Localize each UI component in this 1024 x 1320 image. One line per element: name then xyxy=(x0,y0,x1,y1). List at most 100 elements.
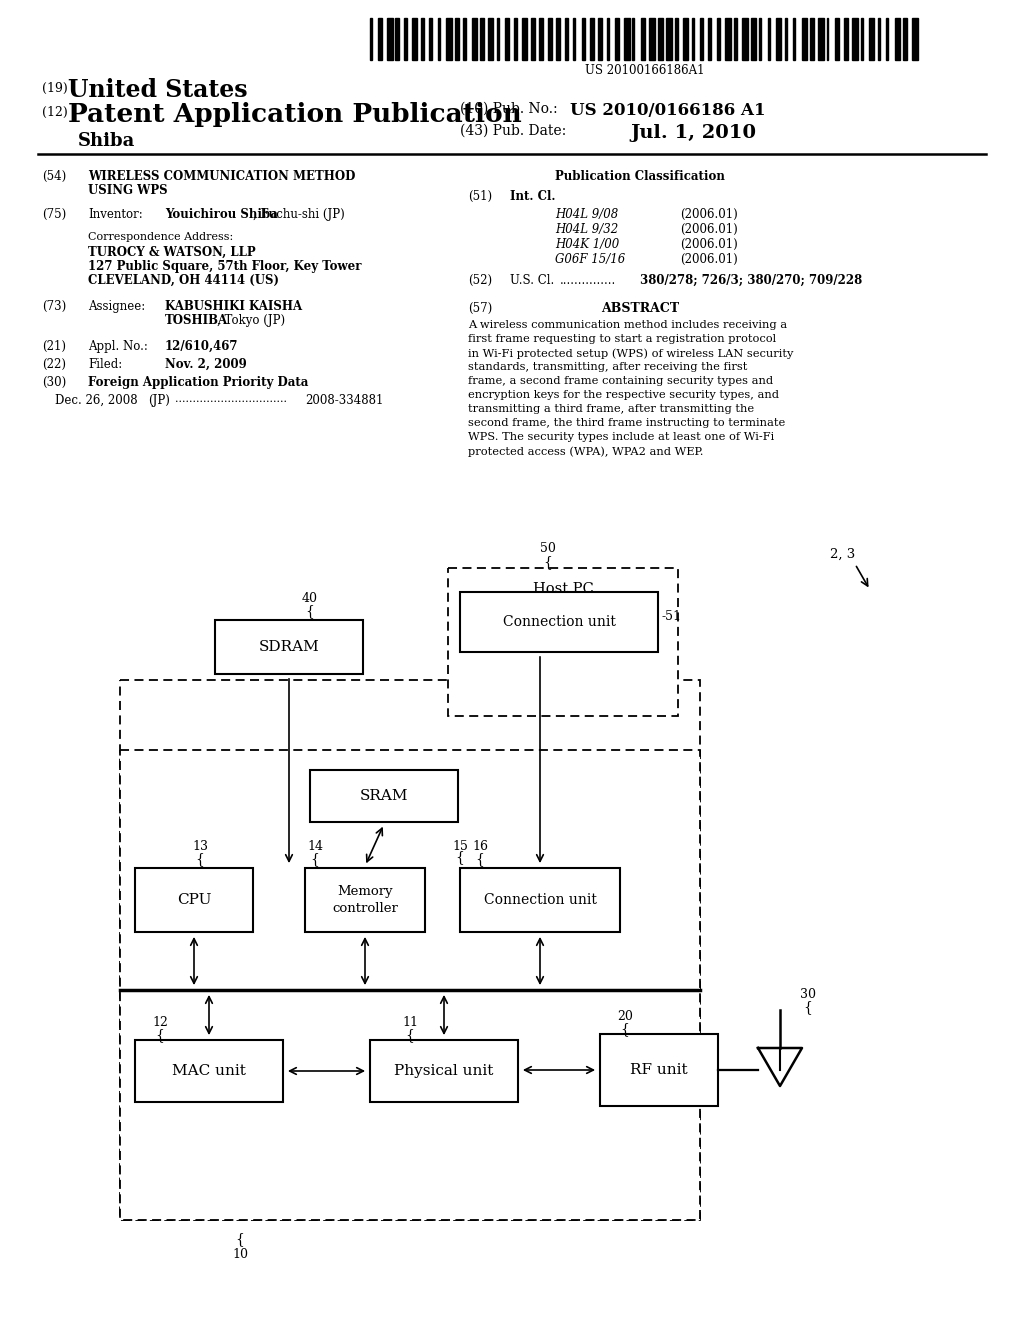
Bar xyxy=(802,18,807,59)
Bar xyxy=(429,18,432,59)
Text: 380/278; 726/3; 380/270; 709/228: 380/278; 726/3; 380/270; 709/228 xyxy=(640,275,862,286)
Text: Host PC: Host PC xyxy=(532,582,593,597)
Text: {: { xyxy=(456,850,465,865)
Text: (22): (22) xyxy=(42,358,66,371)
Text: United States: United States xyxy=(68,78,248,102)
Bar xyxy=(810,18,814,59)
Bar xyxy=(903,18,907,59)
Bar xyxy=(683,18,688,59)
Bar xyxy=(632,18,634,59)
Text: WPS. The security types include at least one of Wi-Fi: WPS. The security types include at least… xyxy=(468,432,774,442)
Bar xyxy=(395,18,399,59)
Text: 50: 50 xyxy=(540,543,556,554)
Bar xyxy=(598,18,602,59)
Text: Publication Classification: Publication Classification xyxy=(555,170,725,183)
Text: 2, 3: 2, 3 xyxy=(830,548,855,561)
Bar xyxy=(793,18,795,59)
Text: encryption keys for the respective security types, and: encryption keys for the respective secur… xyxy=(468,389,779,400)
Bar xyxy=(784,18,786,59)
Text: -51: -51 xyxy=(662,610,682,623)
Text: H04L 9/32: H04L 9/32 xyxy=(555,223,618,236)
Bar xyxy=(514,18,517,59)
Bar xyxy=(657,18,664,59)
Bar xyxy=(911,18,918,59)
Bar xyxy=(460,591,658,652)
Text: RF unit: RF unit xyxy=(630,1063,688,1077)
Text: CLEVELAND, OH 44114 (US): CLEVELAND, OH 44114 (US) xyxy=(88,275,279,286)
Bar xyxy=(717,18,721,59)
Bar xyxy=(624,18,630,59)
Text: 10: 10 xyxy=(232,1247,248,1261)
Bar xyxy=(540,18,543,59)
Bar xyxy=(215,620,362,675)
Text: Memory
controller: Memory controller xyxy=(332,884,398,915)
Bar xyxy=(370,1040,518,1102)
Bar xyxy=(768,18,770,59)
Text: U.S. Cl.: U.S. Cl. xyxy=(510,275,554,286)
Bar xyxy=(506,18,509,59)
Text: 14: 14 xyxy=(307,840,323,853)
Text: (10) Pub. No.:: (10) Pub. No.: xyxy=(460,102,558,116)
Text: H04L 9/08: H04L 9/08 xyxy=(555,209,618,220)
Bar xyxy=(615,18,620,59)
Text: 11: 11 xyxy=(402,1016,418,1030)
Bar xyxy=(895,18,900,59)
Text: (52): (52) xyxy=(468,275,493,286)
Text: 2008-334881: 2008-334881 xyxy=(305,393,383,407)
Bar xyxy=(460,869,620,932)
Text: 12/610,467: 12/610,467 xyxy=(165,341,239,352)
Text: Filed:: Filed: xyxy=(88,358,122,371)
Text: MAC unit: MAC unit xyxy=(172,1064,246,1078)
Bar xyxy=(471,18,477,59)
Bar xyxy=(135,1040,283,1102)
Text: WIRELESS COMMUNICATION METHOD: WIRELESS COMMUNICATION METHOD xyxy=(88,170,355,183)
Text: 13: 13 xyxy=(193,840,208,853)
Text: (75): (75) xyxy=(42,209,67,220)
Bar xyxy=(691,18,693,59)
Bar xyxy=(582,18,585,59)
Bar xyxy=(776,18,781,59)
Text: Connection unit: Connection unit xyxy=(503,615,615,630)
Text: frame, a second frame containing security types and: frame, a second frame containing securit… xyxy=(468,376,773,385)
Bar xyxy=(675,18,678,59)
Bar xyxy=(480,18,484,59)
Bar xyxy=(759,18,761,59)
Bar xyxy=(530,18,535,59)
Bar xyxy=(700,18,703,59)
Text: Foreign Application Priority Data: Foreign Application Priority Data xyxy=(88,376,308,389)
Text: (51): (51) xyxy=(468,190,493,203)
Text: TUROCY & WATSON, LLP: TUROCY & WATSON, LLP xyxy=(88,246,256,259)
Text: Inventor:: Inventor: xyxy=(88,209,142,220)
Bar xyxy=(556,18,560,59)
Text: (12): (12) xyxy=(42,106,68,119)
Text: ABSTRACT: ABSTRACT xyxy=(601,302,679,315)
Bar xyxy=(861,18,863,59)
Text: USING WPS: USING WPS xyxy=(88,183,168,197)
Bar xyxy=(844,18,848,59)
Text: Appl. No.:: Appl. No.: xyxy=(88,341,147,352)
Bar xyxy=(709,18,711,59)
Bar xyxy=(827,18,828,59)
Bar xyxy=(548,18,552,59)
Bar xyxy=(573,18,575,59)
Bar xyxy=(641,18,645,59)
Bar xyxy=(437,18,440,59)
Text: 12: 12 xyxy=(152,1016,168,1030)
Text: {: { xyxy=(236,1232,245,1246)
Text: {: { xyxy=(156,1028,165,1041)
Text: (2006.01): (2006.01) xyxy=(680,253,737,267)
Text: (57): (57) xyxy=(468,302,493,315)
Bar xyxy=(818,18,823,59)
Text: 20: 20 xyxy=(617,1010,633,1023)
Text: 127 Public Square, 57th Floor, Key Tower: 127 Public Square, 57th Floor, Key Tower xyxy=(88,260,361,273)
Text: {: { xyxy=(475,851,484,866)
Text: {: { xyxy=(544,554,552,569)
Text: Connection unit: Connection unit xyxy=(483,894,596,907)
Bar xyxy=(522,18,527,59)
Bar xyxy=(869,18,873,59)
Bar xyxy=(135,869,253,932)
Bar xyxy=(449,568,678,715)
Bar xyxy=(852,18,858,59)
Text: 15: 15 xyxy=(452,840,468,853)
Bar xyxy=(600,1034,718,1106)
